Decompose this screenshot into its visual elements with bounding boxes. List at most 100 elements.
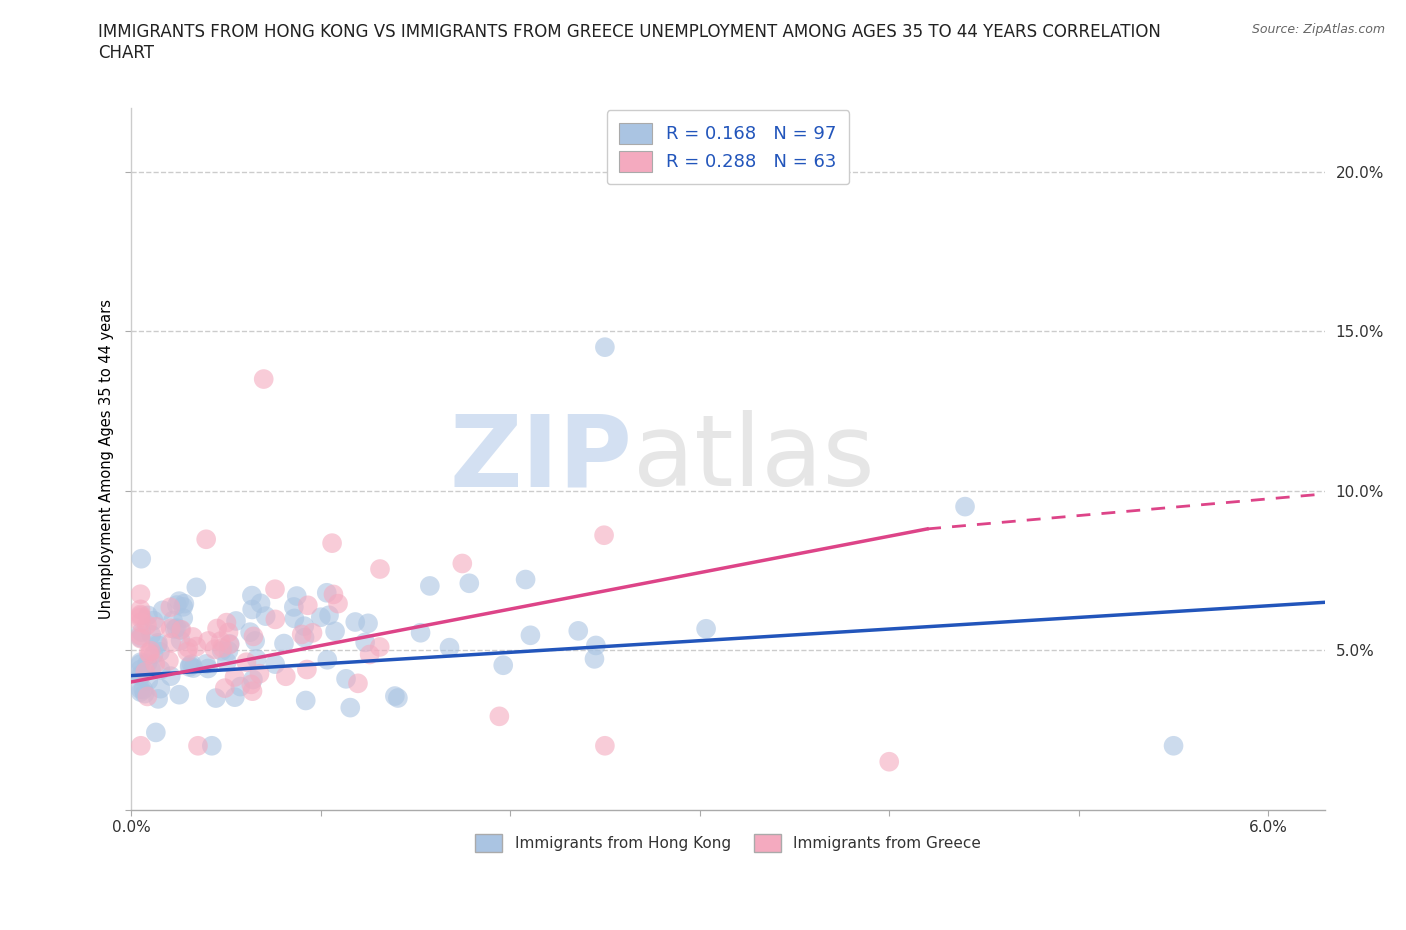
Point	[129, 610, 152, 625]
Point	[242, 672, 264, 687]
Point	[166, 598, 188, 613]
Point	[419, 578, 441, 593]
Point	[177, 641, 200, 656]
Point	[291, 627, 314, 642]
Point	[229, 679, 252, 694]
Point	[166, 620, 188, 635]
Point	[359, 647, 381, 662]
Point	[218, 625, 240, 640]
Point	[225, 614, 247, 629]
Point	[264, 612, 287, 627]
Point	[179, 659, 201, 674]
Point	[240, 677, 263, 692]
Point	[195, 532, 218, 547]
Point	[129, 608, 152, 623]
Point	[240, 588, 263, 603]
Point	[145, 619, 167, 634]
Point	[169, 622, 191, 637]
Point	[347, 676, 370, 691]
Point	[253, 372, 276, 387]
Point	[318, 608, 340, 623]
Point	[211, 641, 233, 656]
Point	[209, 633, 232, 648]
Point	[149, 644, 172, 659]
Point	[136, 673, 159, 688]
Point	[170, 622, 193, 637]
Point	[519, 628, 541, 643]
Point	[129, 631, 152, 645]
Point	[264, 582, 287, 597]
Point	[129, 631, 152, 646]
Point	[149, 681, 172, 696]
Point	[335, 671, 357, 686]
Point	[129, 738, 152, 753]
Point	[357, 616, 380, 631]
Point	[368, 562, 391, 577]
Point	[283, 611, 305, 626]
Point	[274, 669, 297, 684]
Point	[162, 613, 184, 628]
Point	[129, 657, 152, 671]
Point	[235, 655, 257, 670]
Text: atlas: atlas	[633, 410, 875, 507]
Y-axis label: Unemployment Among Ages 35 to 44 years: Unemployment Among Ages 35 to 44 years	[100, 299, 114, 618]
Point	[1163, 738, 1185, 753]
Point	[146, 638, 169, 653]
Point	[323, 624, 346, 639]
Point	[157, 653, 180, 668]
Point	[384, 688, 406, 703]
Point	[339, 700, 361, 715]
Point	[169, 633, 191, 648]
Point	[215, 615, 238, 630]
Point	[439, 640, 461, 655]
Point	[138, 645, 160, 660]
Point	[129, 684, 152, 699]
Point	[451, 556, 474, 571]
Point	[567, 623, 589, 638]
Point	[458, 576, 481, 591]
Point	[139, 644, 162, 658]
Point	[211, 644, 233, 658]
Point	[172, 600, 194, 615]
Point	[129, 662, 152, 677]
Point	[159, 600, 181, 615]
Point	[204, 642, 226, 657]
Point	[138, 647, 160, 662]
Point	[249, 666, 271, 681]
Point	[283, 600, 305, 615]
Point	[583, 651, 606, 666]
Point	[249, 596, 271, 611]
Point	[387, 691, 409, 706]
Point	[593, 738, 616, 753]
Point	[129, 551, 152, 566]
Point	[877, 754, 900, 769]
Point	[146, 635, 169, 650]
Point	[294, 693, 316, 708]
Point	[136, 689, 159, 704]
Point	[218, 637, 240, 652]
Point	[145, 725, 167, 740]
Point	[217, 644, 239, 658]
Point	[201, 738, 224, 753]
Point	[176, 644, 198, 659]
Point	[136, 656, 159, 671]
Point	[181, 630, 204, 644]
Point	[264, 657, 287, 671]
Point	[129, 602, 152, 617]
Point	[149, 662, 172, 677]
Point	[215, 655, 238, 670]
Point	[129, 628, 152, 643]
Point	[160, 635, 183, 650]
Point	[197, 633, 219, 648]
Point	[129, 669, 152, 684]
Point	[368, 640, 391, 655]
Point	[129, 655, 152, 670]
Point	[179, 658, 201, 673]
Legend: Immigrants from Hong Kong, Immigrants from Greece: Immigrants from Hong Kong, Immigrants fr…	[468, 829, 987, 858]
Point	[141, 628, 163, 643]
Point	[488, 709, 510, 724]
Point	[240, 602, 263, 617]
Point	[205, 621, 228, 636]
Point	[254, 609, 277, 624]
Point	[186, 639, 208, 654]
